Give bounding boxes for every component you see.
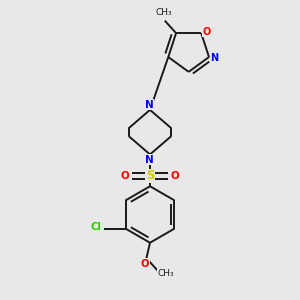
Text: O: O: [141, 259, 149, 269]
Text: CH₃: CH₃: [158, 268, 174, 278]
Text: O: O: [121, 171, 129, 181]
Text: N: N: [145, 100, 154, 110]
Text: O: O: [202, 27, 210, 37]
Text: N: N: [145, 154, 154, 164]
Text: Cl: Cl: [90, 222, 101, 233]
Text: N: N: [210, 52, 218, 63]
Text: O: O: [171, 171, 179, 181]
Text: S: S: [146, 169, 154, 182]
Text: CH₃: CH₃: [156, 8, 172, 17]
